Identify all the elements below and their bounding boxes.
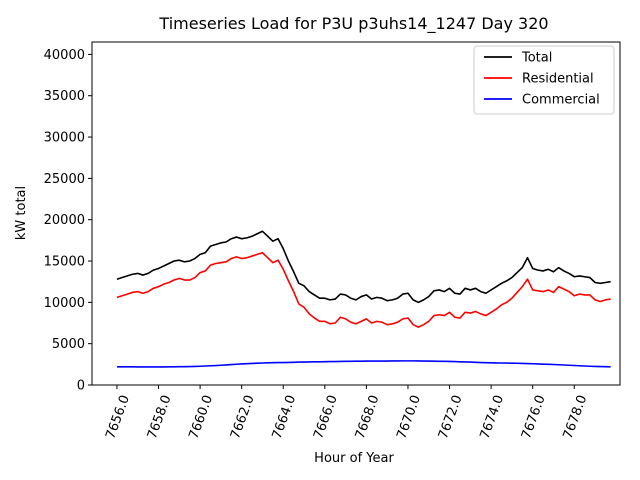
- series-layer: [116, 230, 611, 368]
- y-tick-label: 5000: [52, 337, 85, 352]
- x-axis-title: Hour of Year: [314, 451, 394, 466]
- y-tick-label: 35000: [44, 89, 85, 104]
- chart-title: Timeseries Load for P3U p3uhs14_1247 Day…: [158, 14, 548, 34]
- series-line-commercial: [116, 360, 611, 368]
- y-tick-label: 10000: [44, 296, 85, 311]
- legend-box: [473, 45, 615, 115]
- legend-label-residential: Residential: [522, 72, 594, 87]
- y-axis: 0 5000 10000 15000 20000 25000 30000 35000 40000: [44, 48, 92, 394]
- y-tick-label: 15000: [44, 255, 85, 270]
- legend-label-total: Total: [521, 51, 552, 66]
- plot-frame: [91, 41, 621, 386]
- series-line-residential: [116, 251, 611, 328]
- y-tick-label: 20000: [44, 213, 85, 228]
- legend: Total Residential Commercial: [473, 45, 615, 115]
- y-tick-label: 30000: [44, 131, 85, 146]
- y-tick-label: 0: [77, 379, 85, 394]
- y-tick-label: 25000: [44, 172, 85, 187]
- y-axis-title: kW total: [14, 186, 29, 240]
- y-tick-label: 40000: [44, 48, 85, 63]
- series-line-total: [116, 230, 611, 304]
- legend-label-commercial: Commercial: [522, 93, 600, 108]
